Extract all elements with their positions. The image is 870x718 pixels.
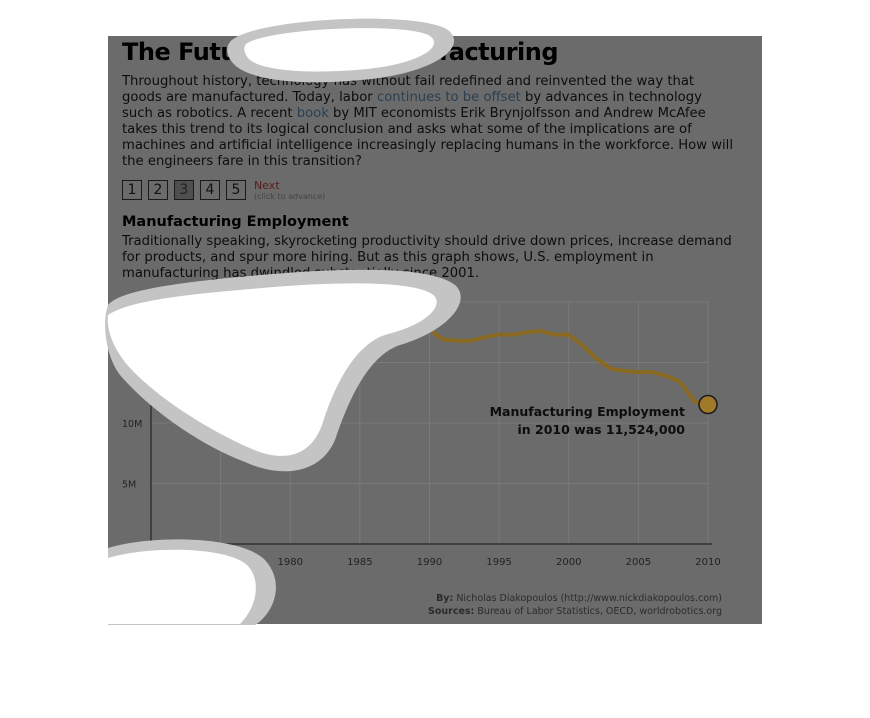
x-tick-label: 1985 <box>347 557 372 568</box>
x-tick-label: 2000 <box>556 557 581 568</box>
next-control: Next (click to advance) <box>254 180 325 202</box>
intro-text-2: by advances in technology such as roboti… <box>122 90 702 121</box>
x-tick-label: 1970 <box>138 557 163 568</box>
page-button-5[interactable]: 5 <box>226 180 246 200</box>
y-tick-label: 5M <box>122 480 136 491</box>
section-title: Manufacturing Employment <box>122 214 349 230</box>
y-tick-label: 10M <box>122 419 142 430</box>
x-tick-label: 2010 <box>695 557 720 568</box>
credits: By: Nicholas Diakopoulos (http://www.nic… <box>428 592 722 618</box>
by-label: By: <box>436 593 454 604</box>
employment-line <box>413 325 710 407</box>
byline: By: Nicholas Diakopoulos (http://www.nic… <box>428 592 722 605</box>
next-hint: (click to advance) <box>254 192 326 201</box>
x-tick-label: 1980 <box>278 557 303 568</box>
endpoint-marker <box>698 394 718 415</box>
x-tick-label: 1990 <box>417 557 442 568</box>
book-link[interactable]: book <box>296 106 329 121</box>
employment-line-highlight <box>149 308 417 340</box>
page-navigation: 1 2 3 4 5 Next (click to advance) <box>122 180 325 202</box>
y-tick-label: 20M <box>122 298 142 309</box>
employment-chart: 20M 15M 10M 5M 1970 1975 1980 1985 1990 1995 2000 2… <box>122 298 721 568</box>
page-button-4[interactable]: 4 <box>200 180 220 200</box>
y-tick-label: 15M <box>122 359 142 370</box>
x-tick-label: 1995 <box>486 557 511 568</box>
sources-line: Sources: Bureau of Labor Statistics, OEC… <box>428 605 722 618</box>
page-button-1[interactable]: 1 <box>122 180 142 200</box>
annotation-line-2: in 2010 was 11,524,000 <box>517 422 685 437</box>
intro-paragraph: Throughout history, technology has witho… <box>122 74 734 170</box>
by-value: Nicholas Diakopoulos (http://www.nickdia… <box>456 593 722 604</box>
annotation-line-1: Manufacturing Employment <box>490 404 685 419</box>
intro-text-3: by MIT economists Erik Brynjolfsson and … <box>122 106 734 169</box>
sources-value: Bureau of Labor Statistics, OECD, worldr… <box>477 606 722 617</box>
sources-label: Sources: <box>428 606 475 617</box>
x-tick-label: 2005 <box>626 557 651 568</box>
x-tick-label: 1975 <box>208 557 233 568</box>
next-link[interactable]: Next <box>254 179 280 192</box>
page-button-3[interactable]: 3 <box>174 180 194 200</box>
page-button-2[interactable]: 2 <box>148 180 168 200</box>
offset-link[interactable]: continues to be offset <box>376 90 521 105</box>
article-panel: The Future of U.S. Manufacturing Through… <box>108 36 762 624</box>
